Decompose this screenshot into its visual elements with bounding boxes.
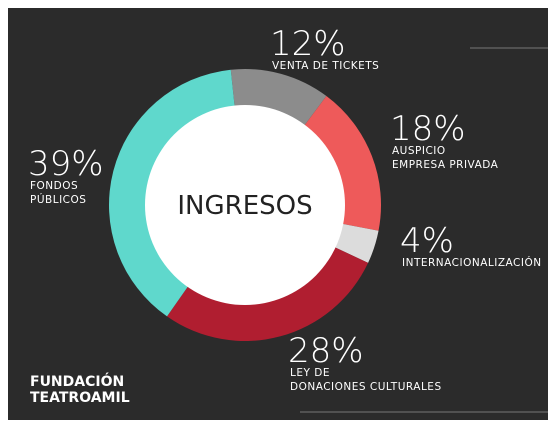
category-label: LEY DE (290, 367, 330, 379)
value-label: 12% (270, 24, 346, 64)
category-label: AUSPICIO (392, 145, 446, 157)
logo: TEATROAMIL (30, 390, 130, 406)
category-label: VENTA DE TICKETS (272, 60, 379, 72)
logo: FUNDACIÓN (30, 372, 124, 390)
donut-hole (145, 105, 345, 305)
category-label: FONDOS (30, 180, 78, 192)
center-label: INGRESOS (177, 191, 312, 221)
value-label: 18% (390, 109, 466, 149)
donut-segment (331, 223, 379, 263)
value-label: 28% (288, 331, 364, 371)
value-label: 4% (400, 221, 454, 261)
donut-segment (109, 69, 235, 317)
value-label: 39% (28, 144, 104, 184)
donut-segment (230, 69, 327, 129)
category-label: DONACIONES CULTURALES (290, 381, 442, 393)
category-label: PÚBLICOS (30, 193, 86, 206)
category-label: EMPRESA PRIVADA (392, 159, 499, 171)
category-label: INTERNACIONALIZACIÓN (402, 256, 542, 269)
donut-segment (302, 96, 381, 231)
